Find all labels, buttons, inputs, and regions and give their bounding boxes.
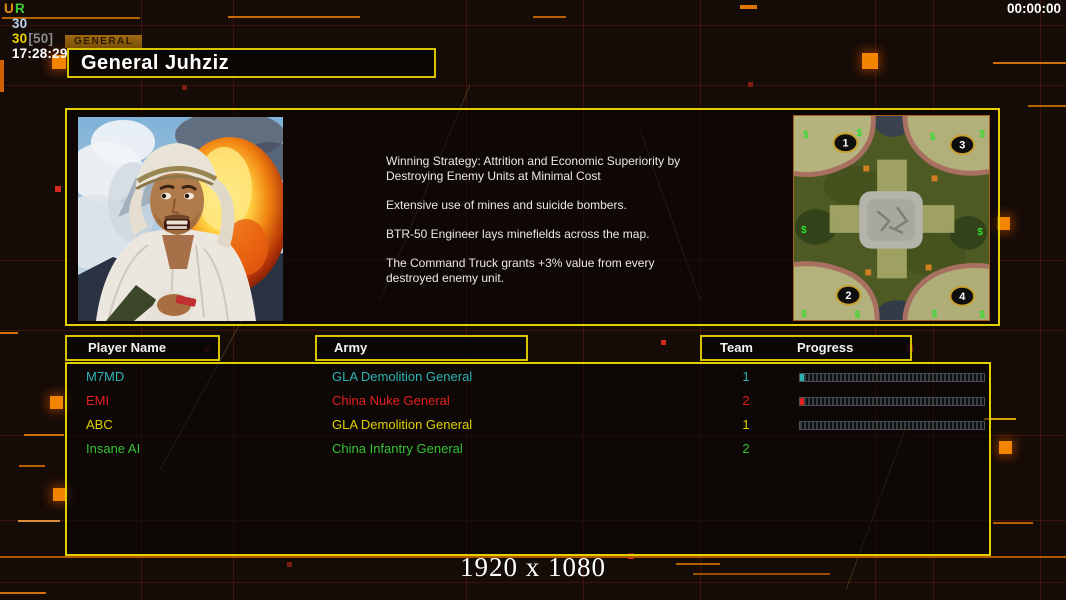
hud-user-u: U [4,1,14,16]
column-header-player-name: Player Name [65,335,220,361]
hud-fps-cap: [50] [28,31,54,46]
column-header-team: Team [720,340,753,355]
strategy-paragraph: Extensive use of mines and suicide bombe… [386,198,627,212]
general-tab-label: GENERAL [65,35,143,48]
player-team: 2 [742,441,750,456]
column-header-progress: Progress [797,340,854,355]
loading-progress-bar [799,397,985,406]
resolution-label: 1920 x 1080 [460,552,606,582]
strategy-paragraph: The Command Truck grants +3% value from … [386,256,655,285]
match-timer: 00:00:00 [1006,1,1061,16]
player-row: ABC GLA Demolition General 1 [67,413,989,437]
loading-progress-bar [799,421,985,430]
loading-progress-bar [799,373,985,382]
gentool-hud: UR 30 30[50] 17:28:29 [4,1,69,61]
progress-fill [800,374,804,381]
svg-text:$: $ [930,132,936,143]
general-portrait [56,111,300,322]
column-header-team-progress: Team Progress [700,335,912,361]
svg-text:$: $ [857,128,863,139]
start-pos-4: 4 [959,291,965,303]
player-team: 1 [742,417,750,432]
player-row: M7MD GLA Demolition General 1 [67,365,989,389]
general-info-panel: Winning Strategy: Attrition and Economic… [56,107,1000,330]
svg-text:$: $ [801,225,807,236]
progress-fill [800,398,804,405]
map-start-positions: 1 3 2 4 [832,132,976,307]
svg-text:$: $ [932,309,938,320]
hud-clock: 17:28:29 [11,46,68,61]
general-name: General Juhziz [81,52,230,74]
player-team: 2 [742,393,750,408]
player-army: GLA Demolition General [332,417,473,432]
svg-text:$: $ [803,130,809,141]
player-name: M7MD [86,369,125,384]
players-panel: M7MD GLA Demolition General 1 EMI China … [65,362,991,556]
strategy-paragraph: BTR-50 Engineer lays minefields across t… [386,227,650,241]
player-row: EMI China Nuke General 2 [67,389,989,413]
footer-divider [0,556,1066,558]
map-supply-icons: $ $ $ $ $ $ $ $ $ $ [801,128,985,321]
hud-fps: 30 [11,16,28,31]
start-pos-3: 3 [959,140,965,152]
player-army: China Infantry General [332,441,463,456]
start-pos-1: 1 [842,138,848,150]
column-header-army: Army [315,335,528,361]
player-name: EMI [86,393,110,408]
svg-text:$: $ [855,310,861,320]
start-pos-2: 2 [845,290,851,302]
svg-text:$: $ [979,310,985,320]
player-army: GLA Demolition General [332,369,473,384]
hud-fps-current: 30 [11,31,28,46]
player-army: China Nuke General [332,393,450,408]
player-name: ABC [86,417,113,432]
hud-user-r: R [14,1,25,16]
strategy-text: Winning Strategy: Attrition and Economic… [386,154,716,300]
general-name-box: General Juhziz [67,48,436,78]
strategy-paragraph: Winning Strategy: Attrition and Economic… [386,154,681,183]
svg-text:$: $ [977,227,983,238]
svg-text:$: $ [979,129,985,140]
player-row: Insane AI China Infantry General 2 [67,437,989,461]
player-team: 1 [742,369,750,384]
svg-text:$: $ [801,309,807,320]
map-preview: 1 3 2 4 $ $ $ $ $ $ $ $ $ $ [793,107,990,330]
player-name: Insane AI [86,441,141,456]
